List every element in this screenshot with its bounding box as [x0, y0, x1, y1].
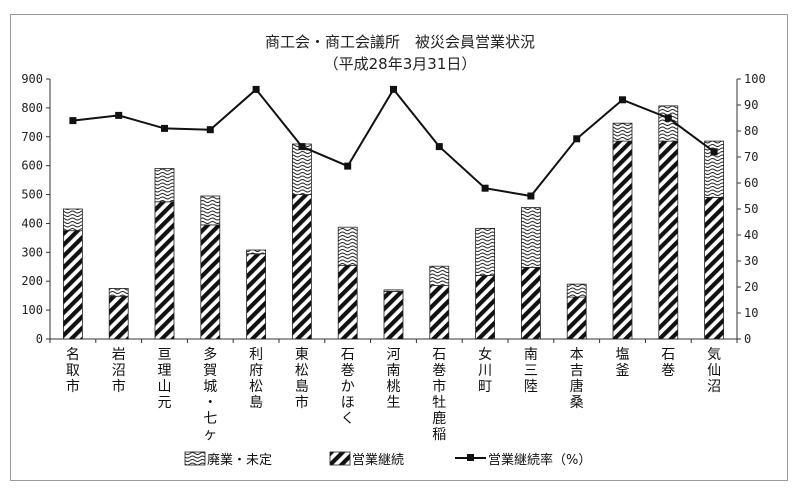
rate-point — [527, 192, 535, 200]
bar-closed — [383, 289, 404, 292]
rate-point — [69, 117, 77, 125]
bar-continued — [566, 296, 587, 340]
category-label: 東松島市 — [295, 347, 309, 411]
rate-point — [390, 85, 397, 93]
rate-point — [435, 143, 443, 151]
y2-tick-label: 20 — [744, 280, 758, 294]
category-label: 石巻 — [661, 347, 675, 379]
bar-continued — [383, 290, 404, 340]
legend: 廃業・未定 営業継続 営業継続率（%） — [184, 451, 591, 468]
bar-continued — [429, 285, 450, 340]
y-tick-label: 700 — [21, 130, 43, 144]
bar-closed — [658, 105, 679, 142]
y2-tick-label: 70 — [744, 150, 758, 164]
bar-continued — [337, 264, 358, 340]
bar-continued — [200, 224, 221, 340]
y2-tick-label: 30 — [744, 254, 758, 268]
bar-continued — [291, 194, 312, 340]
bar-continued — [521, 266, 541, 340]
bar-continued — [658, 140, 679, 340]
axes: 0 100 200 300 400 500 600 700 800 900 0 10 20 30 40 50 6… — [21, 72, 765, 346]
y2-tick-label: 100 — [744, 72, 766, 86]
rate-point — [298, 143, 306, 151]
category-label: 本吉唐桑 — [570, 347, 584, 411]
category-labels: 名取市 岩沼市 亘理山元 多賀城・七ヶ 利府松島 東松島市 石巻かほく 河南桃生 石巻市牡鹿稲 女… — [66, 346, 721, 443]
category-label: 利府松島 — [249, 347, 263, 411]
rate-point — [710, 148, 718, 156]
bar-closed — [612, 122, 633, 142]
bar-closed — [200, 195, 221, 226]
category-label: 気仙沼 — [707, 347, 721, 395]
rate-line — [69, 85, 718, 200]
bar-continued — [63, 230, 83, 340]
category-label: 河南桃生 — [387, 347, 401, 411]
y2-tick-label: 40 — [744, 228, 758, 242]
bar-continued — [246, 253, 267, 340]
bar-closed — [63, 208, 83, 232]
y-tick-label: 400 — [21, 216, 43, 230]
bar-closed — [337, 226, 358, 266]
legend-swatch-closed — [184, 451, 206, 466]
rate-point — [481, 184, 489, 192]
bar-continued — [704, 197, 724, 340]
y2-tick-label: 80 — [744, 124, 758, 138]
bar-closed — [154, 168, 175, 203]
y-tick-label: 800 — [21, 101, 43, 115]
y-tick-label: 100 — [21, 303, 43, 317]
legend-label-closed: 廃業・未定 — [207, 452, 272, 468]
rate-point — [344, 162, 352, 170]
rate-point — [206, 126, 214, 134]
y2-tick-label: 0 — [744, 332, 751, 346]
category-label: 塩釜 — [616, 347, 630, 379]
bar-continued — [475, 275, 496, 340]
y-tick-label: 300 — [21, 245, 43, 259]
bars — [63, 105, 724, 340]
rate-point — [161, 124, 168, 132]
y-tick-label: 0 — [36, 332, 43, 346]
rate-point — [664, 114, 672, 122]
bar-closed — [246, 249, 267, 255]
y2-tick-label: 60 — [744, 176, 758, 190]
y2-tick-label: 50 — [744, 202, 758, 216]
rate-point — [252, 85, 260, 93]
category-label: 名取市 — [66, 347, 80, 395]
y-tick-label: 600 — [21, 159, 43, 173]
category-label: 南三陸 — [524, 347, 538, 395]
bar-closed — [429, 265, 450, 286]
chart-frame — [10, 14, 788, 481]
bar-closed — [521, 207, 541, 268]
y-tick-label: 900 — [21, 72, 43, 86]
legend-label-continued: 営業継続 — [352, 452, 404, 468]
bar-continued — [612, 140, 633, 340]
category-label: 石巻市牡鹿稲 — [432, 347, 446, 443]
chart-title: 商工会・商工会議所 被災会員営業状況 — [265, 33, 535, 51]
bar-closed — [566, 283, 587, 298]
rate-point — [115, 111, 123, 119]
bar-closed — [475, 227, 496, 276]
bar-closed — [291, 143, 312, 195]
category-label: 石巻かほく — [341, 347, 355, 427]
y2-tick-label: 90 — [744, 98, 758, 112]
legend-label-rate: 営業継続率（%） — [488, 452, 591, 468]
legend-marker-rate — [467, 454, 474, 461]
bar-closed — [108, 288, 129, 297]
rate-point — [619, 96, 626, 104]
category-label: 多賀城・七ヶ — [203, 346, 217, 443]
category-label: 岩沼市 — [112, 347, 126, 395]
y2-tick-label: 10 — [744, 306, 758, 320]
y-tick-label: 200 — [21, 274, 43, 288]
rate-point — [573, 135, 581, 143]
chart-subtitle: （平成28年3月31日） — [324, 55, 477, 73]
y-tick-label: 500 — [21, 188, 43, 202]
bar-closed — [704, 140, 724, 198]
bar-continued — [108, 295, 129, 340]
category-label: 女川町 — [478, 346, 492, 395]
legend-swatch-continued — [329, 451, 351, 466]
category-label: 亘理山元 — [158, 347, 172, 411]
bar-continued — [154, 201, 175, 340]
